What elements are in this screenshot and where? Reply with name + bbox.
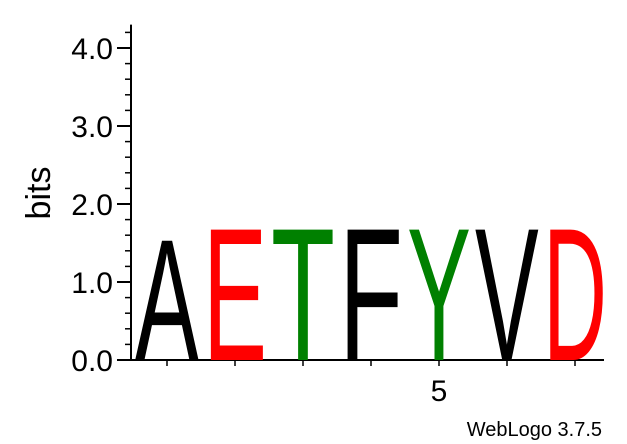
- logo-letter-v: V: [475, 188, 539, 400]
- x-tick-label: 5: [431, 375, 448, 408]
- y-axis: 0.0 1.0 2.0 3.0 4.0: [71, 24, 132, 378]
- logo-letter-e: E: [203, 188, 267, 400]
- logo-letter-y: Y: [407, 188, 471, 400]
- y-axis-label: bits: [20, 167, 58, 220]
- y-tick-label: 4.0: [71, 33, 113, 66]
- y-tick-label: 0.0: [71, 345, 113, 378]
- logo-letter-f: F: [339, 189, 403, 401]
- y-tick-label: 1.0: [71, 267, 113, 300]
- x-axis: 5: [131, 359, 604, 408]
- y-tick-label: 2.0: [71, 189, 113, 222]
- y-tick-label: 3.0: [71, 111, 113, 144]
- logo-letter-d: D: [543, 190, 607, 401]
- logo-letter-t: T: [271, 189, 335, 401]
- weblogo-credit: WebLogo 3.7.5: [467, 419, 602, 441]
- logo-letter-a: A: [135, 203, 199, 397]
